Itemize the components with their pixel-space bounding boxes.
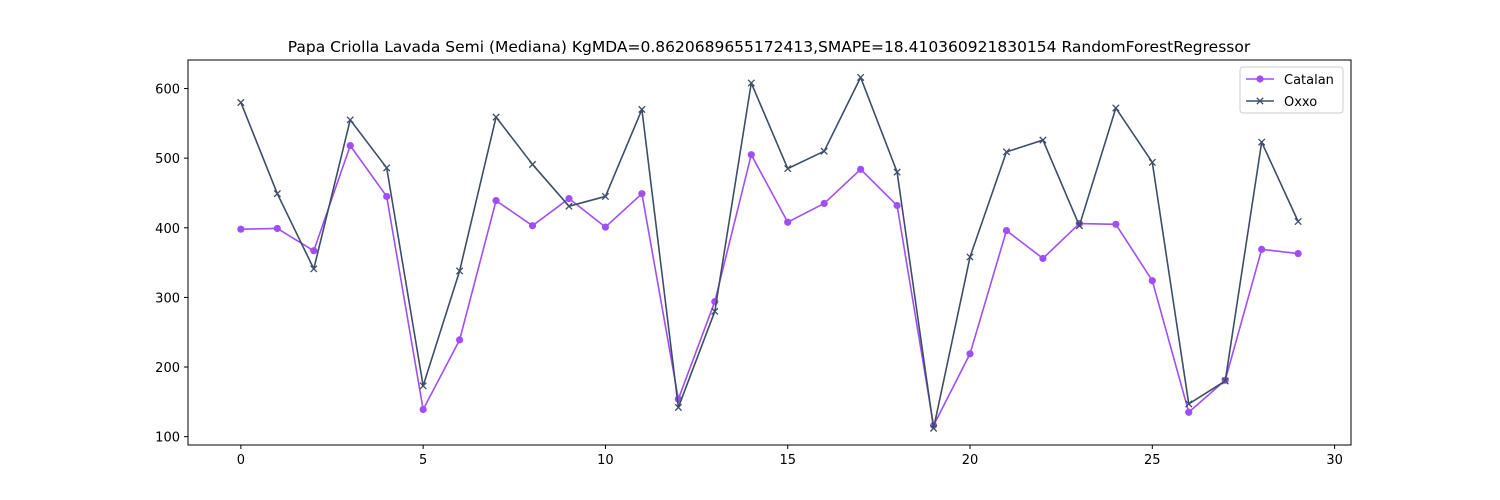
- x-axis: 0 5 10 15 20 25 30: [237, 445, 1343, 468]
- series-oxxo: [238, 74, 1302, 431]
- legend: Catalan Oxxo: [1240, 67, 1343, 113]
- x-tick-label: 25: [1144, 453, 1161, 468]
- data-point-catalan: [638, 190, 645, 197]
- plot-area: [188, 60, 1351, 445]
- data-point-oxxo: [1295, 218, 1301, 224]
- data-point-catalan: [347, 142, 354, 149]
- data-point-oxxo: [785, 165, 791, 171]
- data-point-catalan: [456, 336, 463, 343]
- data-point-catalan: [1149, 277, 1156, 284]
- data-point-oxxo: [274, 190, 280, 196]
- data-point-catalan: [1003, 227, 1010, 234]
- data-point-catalan: [602, 223, 609, 230]
- legend-label-oxxo: Oxxo: [1284, 95, 1317, 110]
- data-point-oxxo: [857, 74, 863, 80]
- data-point-catalan: [857, 166, 864, 173]
- x-tick-label: 5: [419, 453, 427, 468]
- data-point-catalan: [237, 226, 244, 233]
- legend-label-catalan: Catalan: [1284, 73, 1334, 88]
- data-point-catalan: [383, 193, 390, 200]
- y-tick-label: 100: [155, 431, 180, 446]
- data-point-catalan: [784, 219, 791, 226]
- chart-title: Papa Criolla Lavada Semi (Mediana) KgMDA…: [288, 38, 1251, 56]
- data-point-catalan: [529, 222, 536, 229]
- x-tick-label: 0: [237, 453, 245, 468]
- y-axis: 100 200 300 400 500 600: [155, 83, 188, 446]
- series-layer: [237, 74, 1301, 431]
- series-catalan: [237, 142, 1301, 429]
- data-point-catalan: [310, 247, 317, 254]
- y-tick-label: 300: [155, 291, 180, 306]
- data-point-catalan: [1258, 246, 1265, 253]
- data-point-catalan: [966, 350, 973, 357]
- data-point-oxxo: [238, 99, 244, 105]
- data-point-catalan: [894, 202, 901, 209]
- data-point-catalan: [748, 151, 755, 158]
- y-tick-label: 400: [155, 222, 180, 237]
- data-point-catalan: [1112, 221, 1119, 228]
- data-point-catalan: [1295, 250, 1302, 257]
- x-tick-label: 10: [597, 453, 614, 468]
- data-point-catalan: [420, 406, 427, 413]
- series-line-catalan: [241, 146, 1298, 426]
- series-line-oxxo: [241, 77, 1298, 428]
- y-tick-label: 600: [155, 83, 180, 98]
- legend-marker-catalan: [1256, 75, 1263, 82]
- data-point-catalan: [565, 195, 572, 202]
- y-tick-label: 200: [155, 361, 180, 376]
- data-point-catalan: [492, 197, 499, 204]
- data-point-oxxo: [821, 148, 827, 154]
- data-point-catalan: [1185, 409, 1192, 416]
- data-point-catalan: [274, 225, 281, 232]
- x-tick-label: 15: [779, 453, 796, 468]
- y-tick-label: 500: [155, 152, 180, 167]
- data-point-catalan: [821, 200, 828, 207]
- data-point-oxxo: [529, 161, 535, 167]
- data-point-catalan: [1039, 255, 1046, 262]
- x-tick-label: 20: [962, 453, 979, 468]
- x-tick-label: 30: [1326, 453, 1343, 468]
